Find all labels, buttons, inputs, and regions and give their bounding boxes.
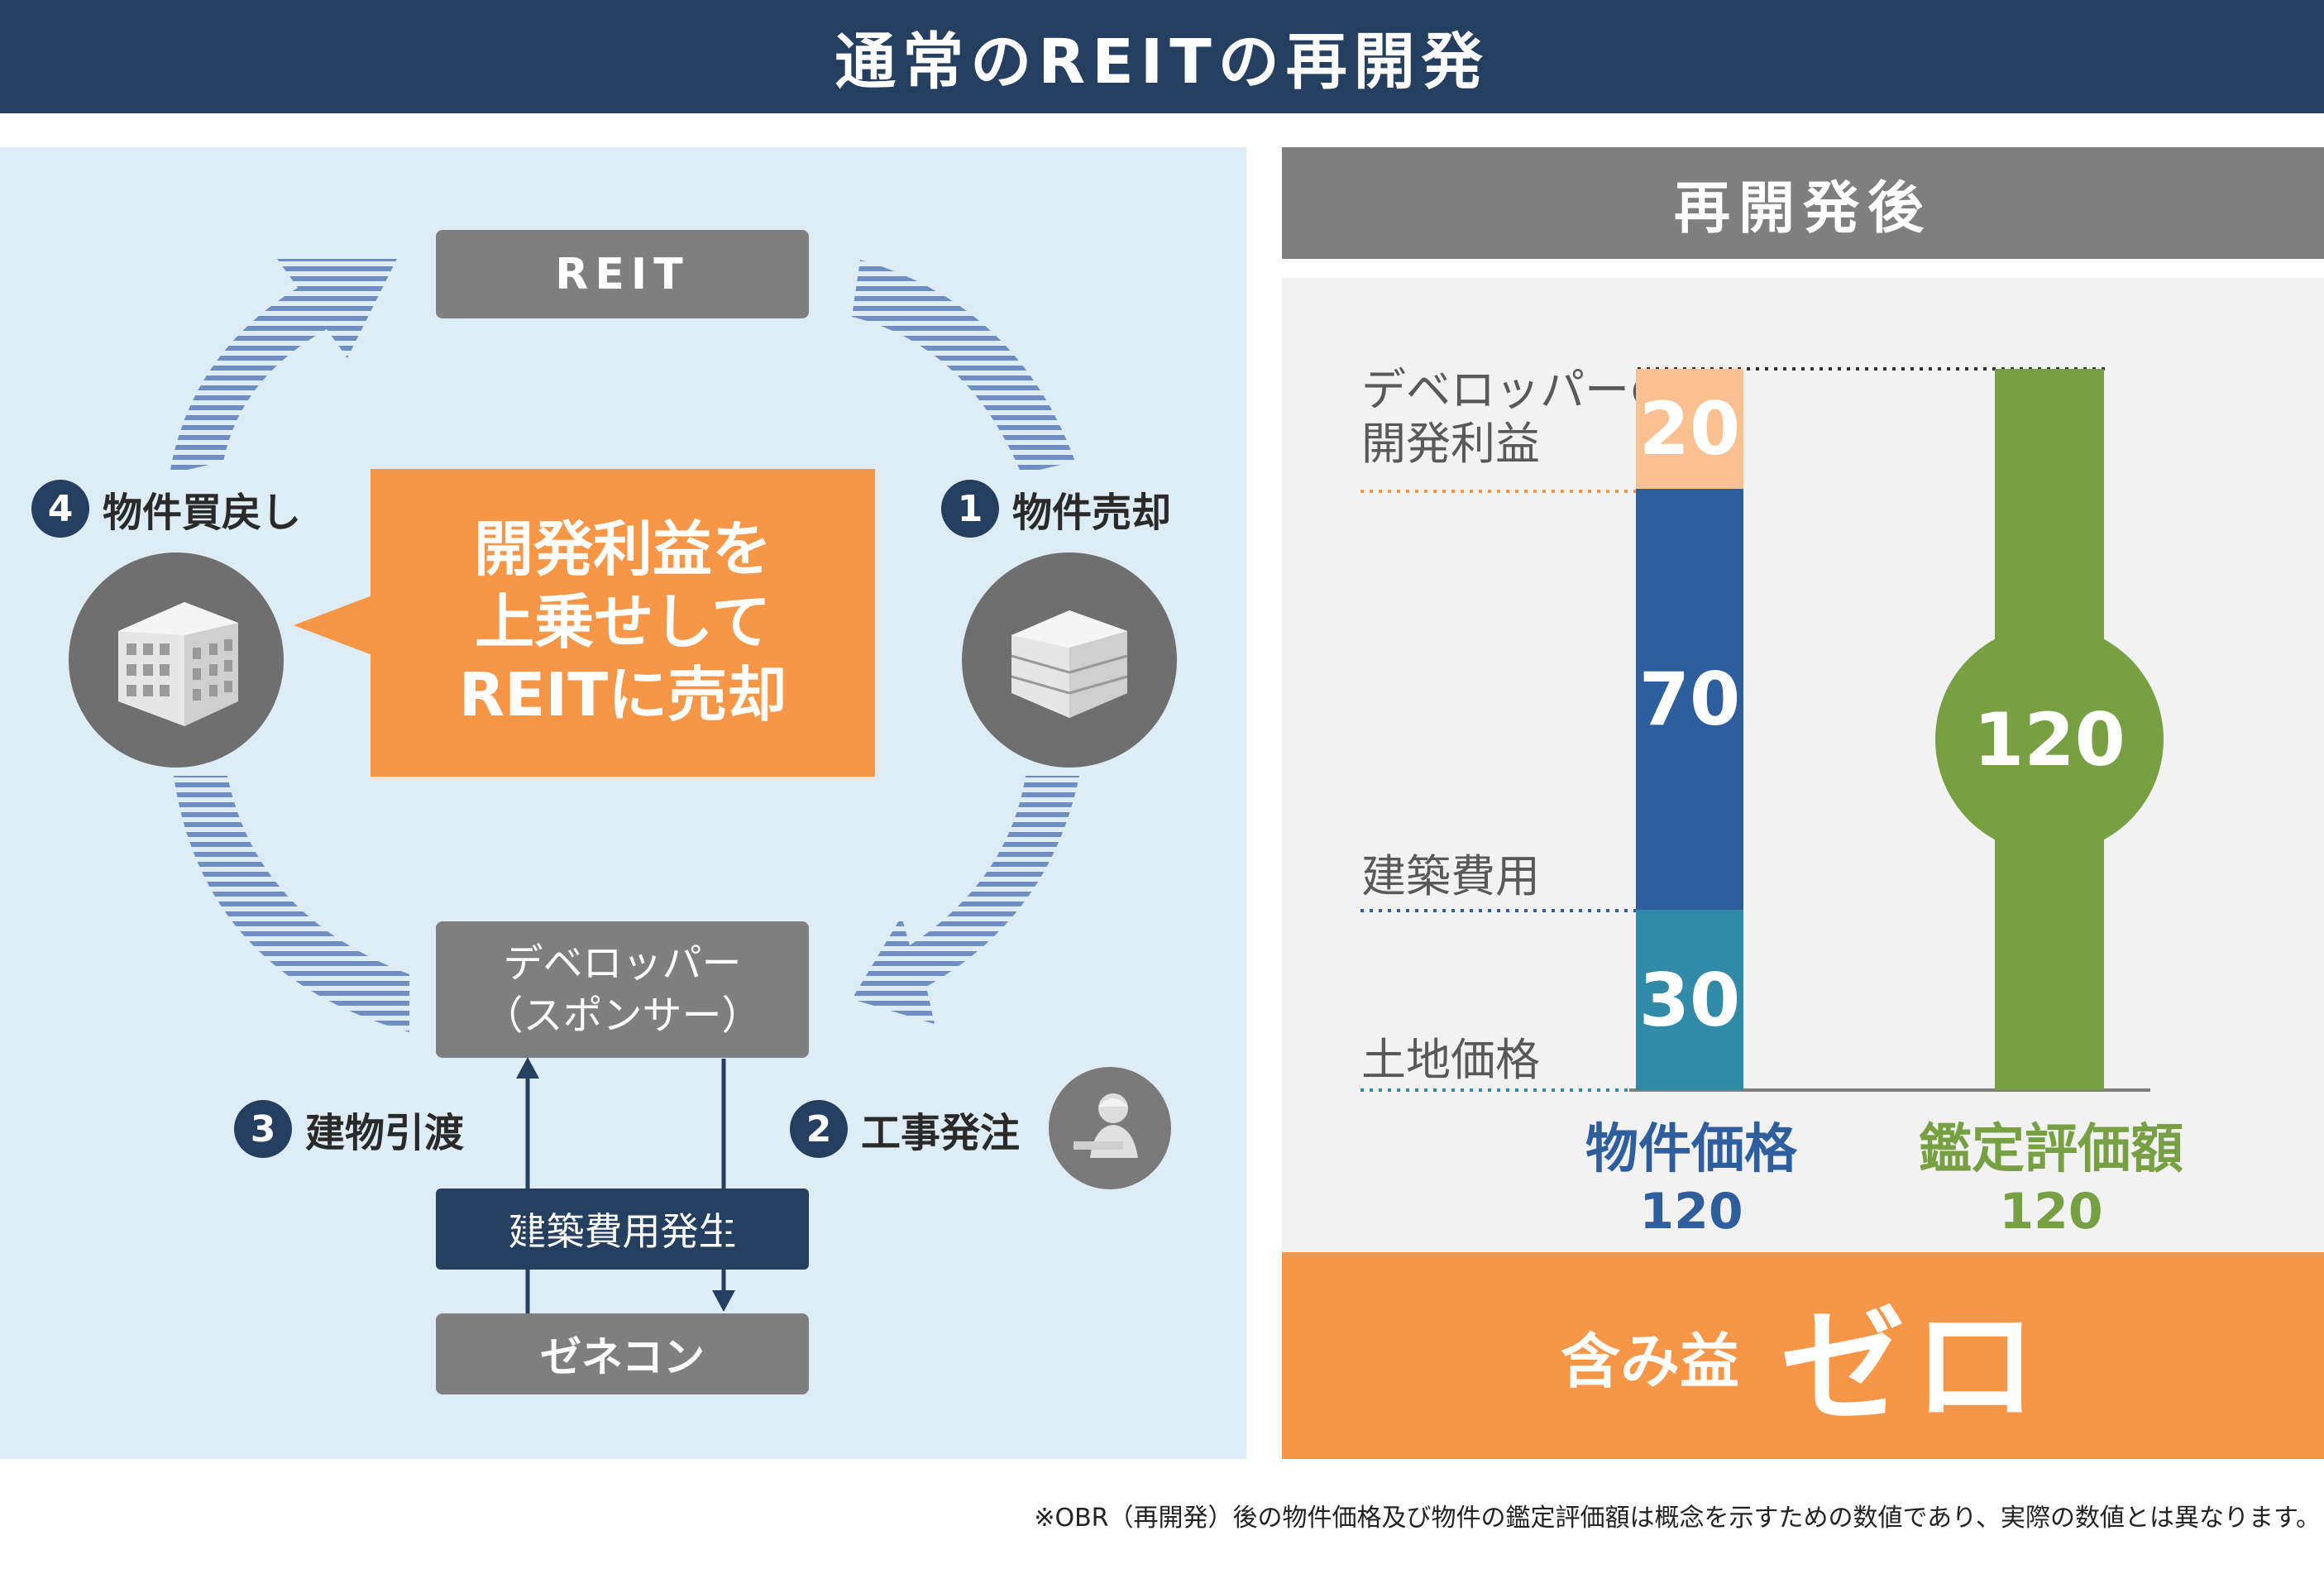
price-category-label: 物件価格 — [1585, 1119, 1797, 1180]
construction-worker-icon — [1074, 1093, 1138, 1158]
step-4: 4 物件買戻し — [31, 480, 301, 538]
price-category-total: 120 — [1639, 1183, 1743, 1241]
reit-box: REIT — [436, 230, 809, 318]
arrow-top-right — [852, 260, 1075, 474]
office-building-icon — [118, 602, 238, 726]
label-construction-cost: 建築費用 — [1361, 850, 1540, 902]
label-developer-profit: デベロッパーの 開発利益 — [1361, 364, 1674, 470]
price-bar-land-segment: 30 — [1636, 910, 1743, 1090]
apartment-building-icon — [1011, 610, 1128, 718]
label-land-price: 土地価格 — [1361, 1034, 1540, 1086]
callout-box: 開発利益を 上乗せして REITに売却 — [371, 469, 875, 777]
unrealized-gain-label: 含み益 — [1560, 1326, 1739, 1396]
price-bar-profit-segment: 20 — [1636, 369, 1743, 490]
arrow-bottom-left — [174, 776, 409, 1032]
step-4-label: 物件買戻し — [103, 490, 302, 536]
price-bar: 20 70 30 — [1636, 369, 1743, 1090]
unrealized-gain-banner: 含み益 ゼロ — [1282, 1252, 2324, 1459]
cycle-arrows — [170, 259, 1079, 1032]
footnote: ※OBR（再開発）後の物件価格及び物件の鑑定評価額は概念を示すための数値であり、… — [1034, 1504, 2321, 1533]
step-2-number: 2 — [790, 1100, 848, 1158]
step-2: 2 工事発注 — [790, 1100, 1020, 1158]
after-header: 再開発後 — [1282, 147, 2324, 259]
step-4-number: 4 — [31, 480, 89, 538]
price-category: 物件価格 120 — [1571, 1107, 1811, 1241]
building-circle-left — [69, 552, 284, 768]
appraisal-category-label: 鑑定評価額 — [1919, 1119, 2183, 1180]
arrow-top-left — [170, 259, 397, 474]
step-1: 1 物件売却 — [941, 480, 1171, 538]
step-3-number: 3 — [234, 1100, 292, 1158]
callout-pointer — [294, 596, 372, 655]
building-circle-right — [962, 552, 1177, 768]
step-3: 3 建物引渡 — [234, 1100, 464, 1158]
construction-cost-box: 建築費用発生 — [436, 1189, 809, 1270]
step-1-number: 1 — [941, 480, 999, 538]
price-bar-construction-segment: 70 — [1636, 489, 1743, 910]
step-3-label: 建物引渡 — [305, 1110, 465, 1156]
worker-circle — [1049, 1067, 1171, 1189]
appraisal-category-total: 120 — [1999, 1183, 2103, 1241]
appraisal-value-circle: 120 — [1935, 625, 2164, 854]
step-1-label: 物件売却 — [1012, 490, 1172, 536]
appraisal-category: 鑑定評価額 120 — [1894, 1107, 2208, 1241]
arrow-bottom-right — [852, 776, 1079, 1024]
developer-box: デベロッパー （スポンサー） — [436, 921, 809, 1058]
flow-arrows — [516, 1057, 735, 1313]
page-title: 通常のREITの再開発 — [0, 0, 2324, 113]
zenecon-box: ゼネコン — [436, 1313, 809, 1394]
step-2-label: 工事発注 — [861, 1110, 1021, 1156]
unrealized-gain-value: ゼロ — [1781, 1294, 2046, 1439]
